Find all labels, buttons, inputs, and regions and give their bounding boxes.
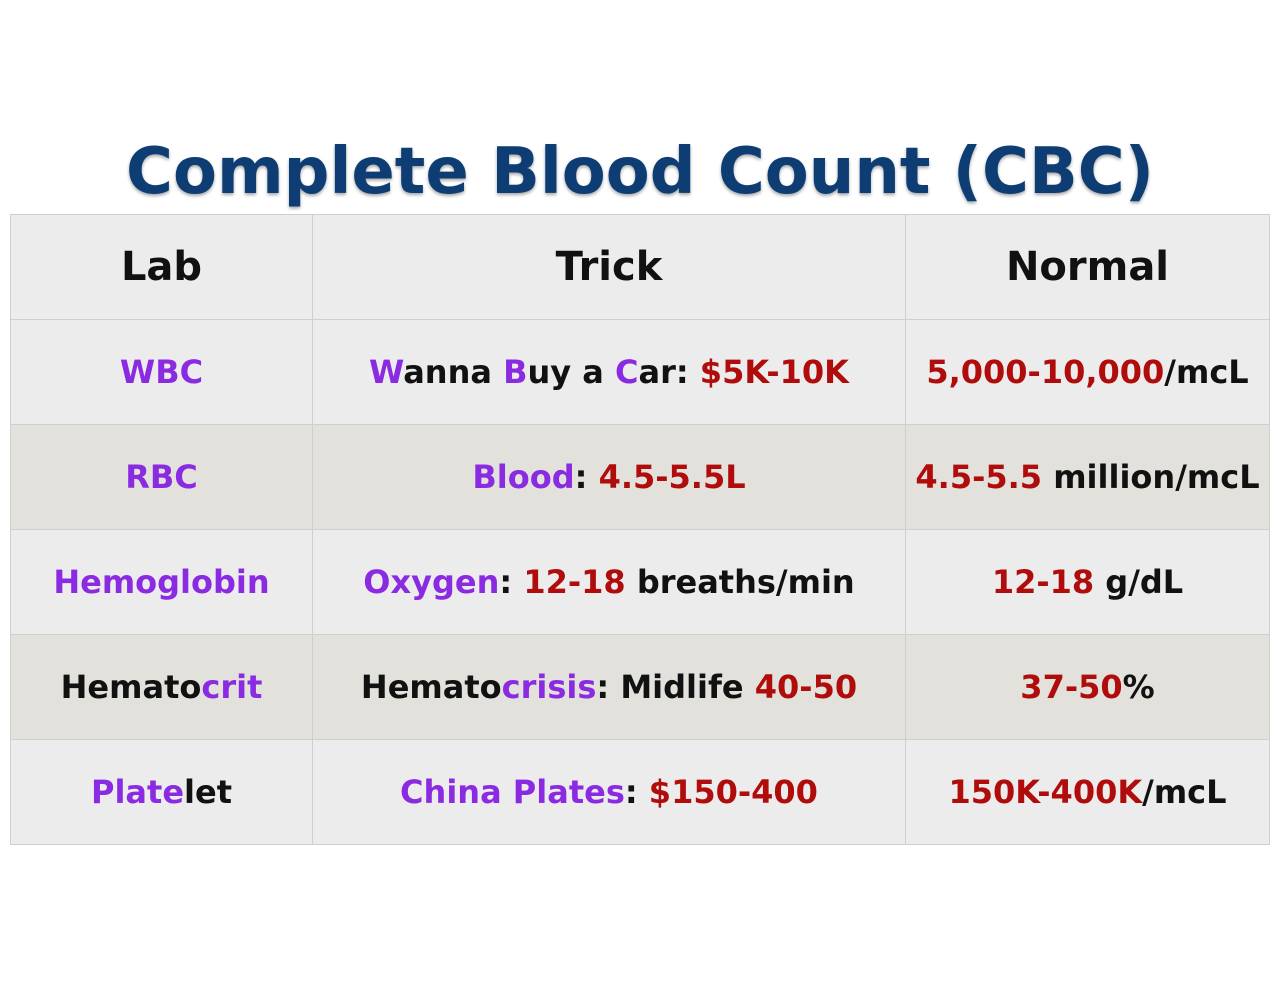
cell-text-segment: 12-18 bbox=[991, 563, 1095, 601]
cell-normal: 37-50% bbox=[905, 634, 1270, 740]
table-row: Hematocrit Hematocrisis: Midlife 40-50 37-… bbox=[10, 634, 1270, 740]
cell-text-segment: % bbox=[1122, 668, 1155, 706]
cell-text-segment: anna bbox=[403, 353, 504, 391]
cell-lab: Platelet bbox=[10, 739, 313, 845]
column-header-normal: Normal bbox=[905, 214, 1270, 320]
cell-text-segment: China Plates bbox=[400, 773, 625, 811]
table-row: Hemoglobin Oxygen: 12-18 breaths/min 12-18… bbox=[10, 529, 1270, 635]
cell-text-segment: 40-50 bbox=[754, 668, 858, 706]
cell-text-segment: Hemoglobin bbox=[53, 563, 270, 601]
cell-text-segment: : bbox=[499, 563, 524, 601]
cell-trick: Oxygen: 12-18 breaths/min bbox=[312, 529, 906, 635]
cell-trick: Wanna Buy a Car: $5K-10K bbox=[312, 319, 906, 425]
cell-text-segment: g/dL bbox=[1094, 563, 1184, 601]
cbc-table: Lab Trick Normal WBC Wanna Buy a Car: $5K… bbox=[10, 214, 1270, 845]
cell-trick: Blood: 4.5-5.5L bbox=[312, 424, 906, 530]
table-row: Platelet China Plates: $150-400 150K-400K/… bbox=[10, 739, 1270, 845]
cell-trick: Hematocrisis: Midlife 40-50 bbox=[312, 634, 906, 740]
cell-text-segment: $5K-10K bbox=[699, 353, 849, 391]
cell-lab: Hematocrit bbox=[10, 634, 313, 740]
cell-text-segment: Plate bbox=[91, 773, 185, 811]
cell-normal: 5,000-10,000/mcL bbox=[905, 319, 1270, 425]
cell-text-segment: 4.5-5.5L bbox=[598, 458, 746, 496]
cell-text-segment: $150-400 bbox=[648, 773, 818, 811]
cell-normal: 12-18 g/dL bbox=[905, 529, 1270, 635]
table-header-row: Lab Trick Normal bbox=[10, 214, 1270, 320]
table-row: WBC Wanna Buy a Car: $5K-10K 5,000-10,000/… bbox=[10, 319, 1270, 425]
cell-text-segment: RBC bbox=[125, 458, 198, 496]
cell-text-segment: uy a bbox=[527, 353, 615, 391]
cell-text-segment: ar: bbox=[638, 353, 700, 391]
cell-text-segment: : bbox=[624, 773, 649, 811]
cell-lab: RBC bbox=[10, 424, 313, 530]
table-body: WBC Wanna Buy a Car: $5K-10K 5,000-10,000/… bbox=[10, 319, 1270, 845]
table-row: RBC Blood: 4.5-5.5L 4.5-5.5 million/mcL bbox=[10, 424, 1270, 530]
column-header-trick: Trick bbox=[312, 214, 906, 320]
cell-text-segment: 37-50 bbox=[1020, 668, 1123, 706]
cell-trick: China Plates: $150-400 bbox=[312, 739, 906, 845]
cell-text-segment: let bbox=[184, 773, 232, 811]
cell-lab: Hemoglobin bbox=[10, 529, 313, 635]
cell-text-segment: /mcL bbox=[1142, 773, 1227, 811]
cell-text-segment: million/mcL bbox=[1042, 458, 1260, 496]
cell-text-segment: 12-18 bbox=[523, 563, 626, 601]
cell-text-segment: : Midlife bbox=[596, 668, 755, 706]
cell-text-segment: Hemato bbox=[60, 668, 202, 706]
cell-text-segment: 5,000-10,000 bbox=[926, 353, 1165, 391]
page-title: Complete Blood Count (CBC) bbox=[126, 135, 1154, 209]
cell-text-segment: B bbox=[503, 353, 528, 391]
cell-text-segment: /mcL bbox=[1164, 353, 1249, 391]
cell-text-segment: breaths/min bbox=[625, 563, 855, 601]
cell-text-segment: 4.5-5.5 bbox=[915, 458, 1043, 496]
cell-text-segment: W bbox=[369, 353, 404, 391]
cell-lab: WBC bbox=[10, 319, 313, 425]
cell-text-segment: : bbox=[574, 458, 599, 496]
cell-text-segment: crit bbox=[201, 668, 263, 706]
cell-text-segment: Blood bbox=[472, 458, 575, 496]
cell-text-segment: C bbox=[615, 353, 639, 391]
cell-normal: 150K-400K/mcL bbox=[905, 739, 1270, 845]
cell-normal: 4.5-5.5 million/mcL bbox=[905, 424, 1270, 530]
cell-text-segment: Oxygen bbox=[363, 563, 500, 601]
cell-text-segment: crisis bbox=[501, 668, 597, 706]
cell-text-segment: 150K-400K bbox=[948, 773, 1143, 811]
cell-text-segment: Hemato bbox=[360, 668, 502, 706]
cell-text-segment: WBC bbox=[119, 353, 204, 391]
column-header-lab: Lab bbox=[10, 214, 313, 320]
